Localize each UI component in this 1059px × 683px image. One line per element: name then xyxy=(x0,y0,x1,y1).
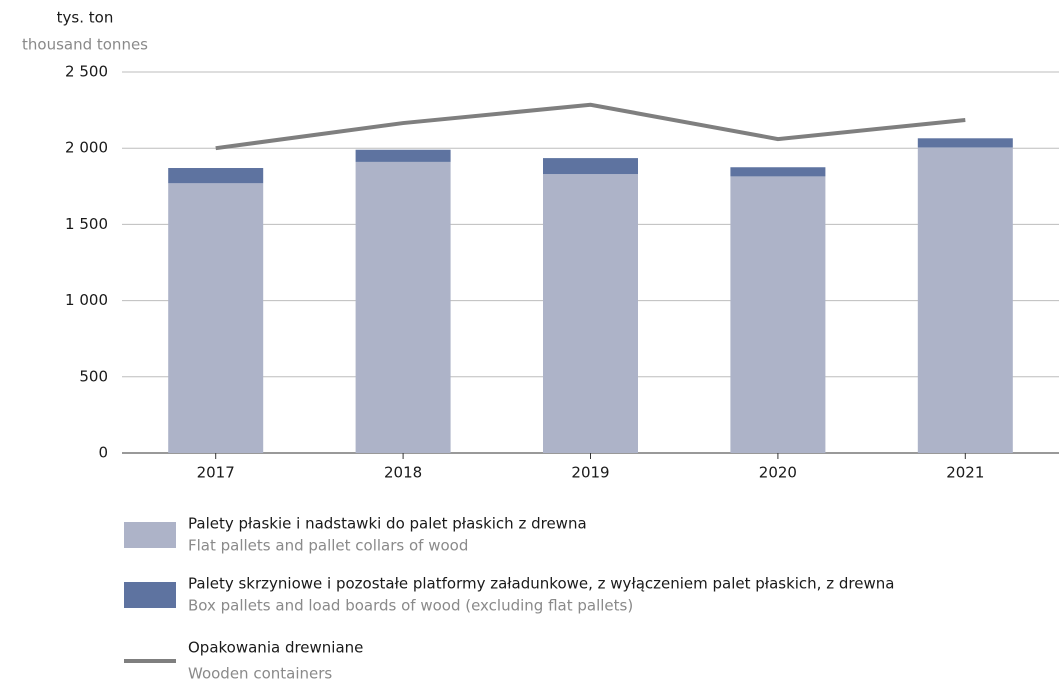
legend-label-en: Box pallets and load boards of wood (exc… xyxy=(188,597,633,615)
bar xyxy=(917,138,1013,148)
y-tick-label: 2 500 xyxy=(65,63,108,81)
y-axis-label: tys. ton xyxy=(57,9,114,27)
x-tick-label: 2019 xyxy=(571,464,609,482)
legend-swatch xyxy=(124,522,176,548)
bar xyxy=(355,149,451,162)
y-tick-label: 500 xyxy=(79,367,108,385)
legend-swatch xyxy=(124,582,176,608)
bar xyxy=(168,183,264,453)
bar xyxy=(730,167,826,177)
bar xyxy=(168,168,264,184)
x-tick-label: 2021 xyxy=(946,464,984,482)
legend-label-en: Flat pallets and pallet collars of wood xyxy=(188,537,468,555)
line xyxy=(215,102,966,151)
legend-label: Palety skrzyniowe i pozostałe platformy … xyxy=(188,575,894,593)
x-tick-label: 2017 xyxy=(197,464,235,482)
y-tick-label: 2 000 xyxy=(65,139,108,157)
x-tick-label: 2018 xyxy=(384,464,422,482)
bar xyxy=(730,176,826,454)
bar xyxy=(543,174,638,453)
y-tick-label: 0 xyxy=(98,444,108,462)
legend-label: Palety płaskie i nadstawki do palet płas… xyxy=(188,515,587,533)
bar xyxy=(355,161,451,453)
bar xyxy=(917,147,1013,454)
y-tick-label: 1 000 xyxy=(65,291,108,309)
legend-label-en: Wooden containers xyxy=(188,665,332,683)
bar xyxy=(543,158,638,175)
y-axis-label-en: thousand tonnes xyxy=(22,36,148,54)
x-tick-label: 2020 xyxy=(759,464,797,482)
y-tick-label: 1 500 xyxy=(65,215,108,233)
legend-label: Opakowania drewniane xyxy=(188,639,363,657)
